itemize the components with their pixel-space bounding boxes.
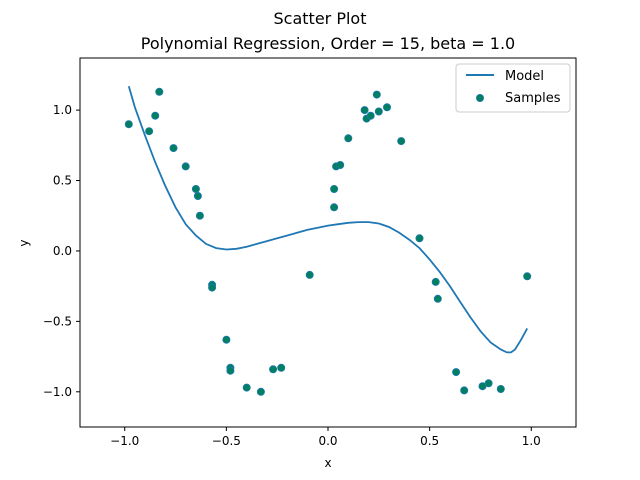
sample-point <box>460 386 469 395</box>
sample-point <box>433 294 442 303</box>
legend-model-label: Model <box>505 69 544 84</box>
sample-point <box>372 90 381 99</box>
series-model-line <box>127 85 528 354</box>
sample-point <box>366 111 375 120</box>
sample-point <box>169 144 178 153</box>
sample-point <box>269 365 278 374</box>
y-axis-label: y <box>17 239 31 246</box>
legend: Model Samples <box>455 63 571 113</box>
sample-point <box>222 335 231 344</box>
sample-point <box>145 127 154 136</box>
sample-point <box>382 103 391 112</box>
sample-point <box>374 107 383 116</box>
y-tick-label: −0.5 <box>43 314 72 328</box>
sample-point <box>193 191 202 200</box>
sample-point <box>195 211 204 220</box>
sample-point <box>496 384 505 393</box>
sample-point <box>155 87 164 96</box>
chart-suptitle: Scatter Plot <box>274 9 367 28</box>
plot-area <box>124 85 532 396</box>
sample-point <box>431 277 440 286</box>
sample-point <box>415 234 424 243</box>
sample-point <box>360 106 369 115</box>
x-tick-label: 0.5 <box>420 434 439 448</box>
sample-point <box>344 134 353 143</box>
sample-point <box>397 137 406 146</box>
sample-point <box>452 368 461 377</box>
sample-point <box>277 363 286 372</box>
sample-point <box>242 383 251 392</box>
y-tick-label: 1.0 <box>53 103 72 117</box>
y-tick-label: 0.5 <box>53 174 72 188</box>
sample-point <box>330 203 339 212</box>
sample-point <box>256 387 265 396</box>
sample-point <box>330 184 339 193</box>
x-tick-label: −1.0 <box>110 434 139 448</box>
x-tick-label: −0.5 <box>212 434 241 448</box>
sample-point <box>124 120 133 129</box>
chart-title: Polynomial Regression, Order = 15, beta … <box>141 34 515 53</box>
sample-point <box>484 379 493 388</box>
sample-point <box>208 283 217 292</box>
legend-samples-swatch <box>475 94 484 103</box>
y-tick-label: 0.0 <box>53 244 72 258</box>
y-axis: −1.0 −0.5 0.0 0.5 1.0 <box>43 103 80 399</box>
x-axis: −1.0 −0.5 0.0 0.5 1.0 <box>110 427 541 448</box>
sample-point <box>336 160 345 169</box>
sample-point <box>181 162 190 171</box>
sample-point <box>523 272 532 281</box>
legend-samples-label: Samples <box>505 91 561 106</box>
sample-point <box>226 366 235 375</box>
sample-point <box>151 111 160 120</box>
sample-point <box>191 184 200 193</box>
sample-point <box>305 270 314 279</box>
x-tick-label: 1.0 <box>522 434 541 448</box>
x-tick-label: 0.0 <box>318 434 337 448</box>
x-axis-label: x <box>324 456 331 470</box>
y-tick-label: −1.0 <box>43 385 72 399</box>
